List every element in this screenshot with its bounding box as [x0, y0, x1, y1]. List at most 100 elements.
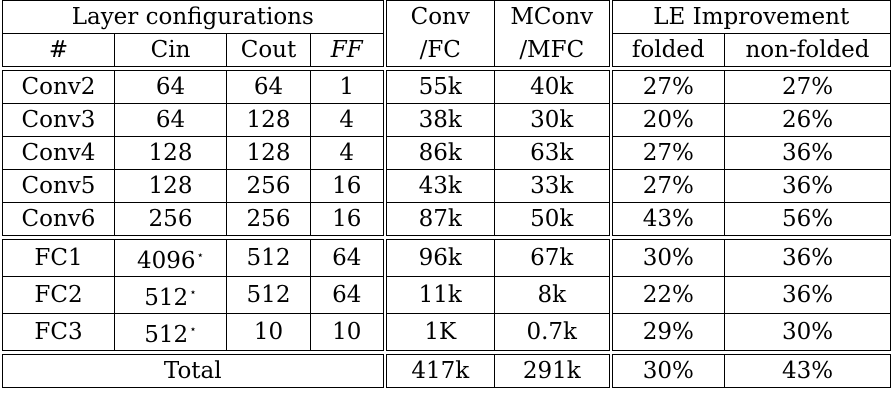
- cout-cell: 10: [226, 313, 311, 351]
- mconv-cell: 40k: [494, 70, 611, 104]
- cout-cell: 64: [226, 70, 311, 104]
- header-ff: FF: [310, 33, 385, 67]
- mconv-cell: 8k: [494, 276, 611, 314]
- folded-cell: 22%: [608, 276, 725, 314]
- cin-cell: 512⋆: [114, 276, 227, 314]
- total-mconv: 291k: [494, 354, 611, 388]
- total-folded: 30%: [608, 354, 725, 388]
- nonfolded-cell: 36%: [724, 169, 891, 203]
- cin-cell: 256: [114, 202, 227, 236]
- folded-cell: 30%: [608, 239, 725, 277]
- total-conv: 417k: [382, 354, 495, 388]
- mconv-cell: 0.7k: [494, 313, 611, 351]
- nonfolded-cell: 27%: [724, 70, 891, 104]
- layer-name: Conv2: [2, 70, 115, 104]
- cout-cell: 128: [226, 103, 311, 137]
- header-conv-bottom: /FC: [382, 33, 495, 67]
- conv-cell: 86k: [382, 136, 495, 170]
- total-label: Total: [2, 354, 385, 388]
- cin-value: 4096: [136, 248, 196, 274]
- table-row: FC3 512⋆ 10 10 1K 0.7k 29% 30%: [2, 313, 891, 351]
- nonfolded-cell: 36%: [724, 136, 891, 170]
- nonfolded-cell: 30%: [724, 313, 891, 351]
- header-cin: Cin: [114, 33, 227, 67]
- table-row: FC1 4096⋆ 512 64 96k 67k 30% 36%: [2, 239, 891, 277]
- cin-value: 512: [144, 285, 189, 311]
- cin-cell: 64: [114, 70, 227, 104]
- mconv-cell: 33k: [494, 169, 611, 203]
- header-layer-configurations: Layer configurations: [2, 0, 385, 34]
- mconv-cell: 30k: [494, 103, 611, 137]
- nonfolded-cell: 56%: [724, 202, 891, 236]
- cout-cell: 128: [226, 136, 311, 170]
- ff-cell: 10: [310, 313, 385, 351]
- cout-cell: 512: [226, 239, 311, 277]
- nonfolded-cell: 36%: [724, 276, 891, 314]
- cin-cell: 128: [114, 136, 227, 170]
- conv-cell: 87k: [382, 202, 495, 236]
- folded-cell: 27%: [608, 169, 725, 203]
- ff-cell: 4: [310, 136, 385, 170]
- folded-cell: 20%: [608, 103, 725, 137]
- layer-name: FC1: [2, 239, 115, 277]
- cin-cell: 4096⋆: [114, 239, 227, 277]
- header-row-1: Layer configurations Conv MConv LE Impro…: [2, 0, 891, 34]
- header-number: #: [2, 33, 115, 67]
- cout-cell: 256: [226, 202, 311, 236]
- conv-cell: 96k: [382, 239, 495, 277]
- header-folded: folded: [608, 33, 725, 67]
- ff-cell: 64: [310, 276, 385, 314]
- cin-value: 512: [144, 322, 189, 348]
- nonfolded-cell: 26%: [724, 103, 891, 137]
- cin-cell: 128: [114, 169, 227, 203]
- mconv-cell: 67k: [494, 239, 611, 277]
- layer-name: FC3: [2, 313, 115, 351]
- layer-name: Conv5: [2, 169, 115, 203]
- conv-cell: 43k: [382, 169, 495, 203]
- header-mconv-bottom: /MFC: [494, 33, 611, 67]
- ff-cell: 16: [310, 202, 385, 236]
- star-mark: ⋆: [196, 248, 205, 262]
- cout-cell: 512: [226, 276, 311, 314]
- header-nonfolded: non-folded: [724, 33, 891, 67]
- conv-cell: 1K: [382, 313, 495, 351]
- table-row: Conv4 128 128 4 86k 63k 27% 36%: [2, 136, 891, 170]
- folded-cell: 27%: [608, 136, 725, 170]
- header-mconv-top: MConv: [494, 0, 611, 34]
- star-mark: ⋆: [189, 322, 197, 336]
- results-table: Layer configurations Conv MConv LE Impro…: [2, 0, 891, 388]
- table-row: Conv3 64 128 4 38k 30k 20% 26%: [2, 103, 891, 137]
- table-row: FC2 512⋆ 512 64 11k 8k 22% 36%: [2, 276, 891, 314]
- total-row: Total 417k 291k 30% 43%: [2, 354, 891, 388]
- ff-cell: 1: [310, 70, 385, 104]
- layer-name: Conv4: [2, 136, 115, 170]
- cout-cell: 256: [226, 169, 311, 203]
- nonfolded-cell: 36%: [724, 239, 891, 277]
- header-conv-top: Conv: [382, 0, 495, 34]
- layer-name: FC2: [2, 276, 115, 314]
- mconv-cell: 63k: [494, 136, 611, 170]
- header-cout: Cout: [226, 33, 311, 67]
- ff-cell: 4: [310, 103, 385, 137]
- conv-cell: 38k: [382, 103, 495, 137]
- folded-cell: 29%: [608, 313, 725, 351]
- star-mark: ⋆: [189, 285, 197, 299]
- layer-name: Conv6: [2, 202, 115, 236]
- table-row: Conv2 64 64 1 55k 40k 27% 27%: [2, 70, 891, 104]
- table-row: Conv6 256 256 16 87k 50k 43% 56%: [2, 202, 891, 236]
- folded-cell: 43%: [608, 202, 725, 236]
- table-row: Conv5 128 256 16 43k 33k 27% 36%: [2, 169, 891, 203]
- cin-cell: 512⋆: [114, 313, 227, 351]
- conv-cell: 11k: [382, 276, 495, 314]
- conv-cell: 55k: [382, 70, 495, 104]
- ff-cell: 64: [310, 239, 385, 277]
- cin-cell: 64: [114, 103, 227, 137]
- header-row-2: # Cin Cout FF /FC /MFC folded non-folded: [2, 33, 891, 67]
- total-nonfolded: 43%: [724, 354, 891, 388]
- folded-cell: 27%: [608, 70, 725, 104]
- layer-name: Conv3: [2, 103, 115, 137]
- ff-cell: 16: [310, 169, 385, 203]
- header-le-improvement: LE Improvement: [608, 0, 891, 34]
- mconv-cell: 50k: [494, 202, 611, 236]
